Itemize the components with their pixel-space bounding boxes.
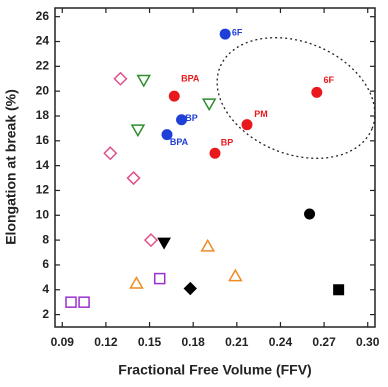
- point-label: BP: [221, 138, 234, 148]
- x-axis-title: Fractional Free Volume (FFV): [118, 362, 311, 378]
- x-tick-label: 0.09: [51, 335, 75, 349]
- point: [201, 98, 217, 112]
- point: [161, 129, 173, 141]
- point: [65, 296, 77, 308]
- y-tick-label: 6: [42, 257, 49, 271]
- point: [78, 296, 90, 308]
- point: [157, 237, 171, 250]
- point: [153, 272, 166, 285]
- point: [126, 170, 141, 186]
- x-tick-label: 0.21: [225, 335, 249, 349]
- y-tick-label: 16: [36, 133, 50, 147]
- point: [129, 276, 144, 289]
- highlight-ellipse: [216, 37, 376, 159]
- point-label: PM: [254, 109, 268, 119]
- point: [103, 146, 118, 161]
- point: [304, 208, 316, 220]
- point: [228, 268, 243, 282]
- point-label: 6F: [324, 75, 335, 85]
- x-tick-label: 0.24: [269, 335, 293, 349]
- y-tick-label: 22: [36, 59, 50, 73]
- y-tick-label: 26: [36, 9, 50, 23]
- x-tick-label: 0.12: [94, 335, 118, 349]
- point: [209, 147, 221, 159]
- x-tick-label: 0.30: [356, 335, 380, 349]
- point: [143, 233, 159, 248]
- point: [200, 238, 216, 252]
- point: [333, 284, 345, 296]
- point: [176, 114, 188, 126]
- point-label: BP: [185, 113, 198, 123]
- x-tick-label: 0.18: [182, 335, 206, 349]
- point-label: 6F: [232, 27, 243, 37]
- point: [130, 124, 146, 138]
- y-tick-label: 20: [36, 83, 50, 97]
- point: [113, 71, 128, 86]
- y-tick-label: 8: [42, 232, 49, 246]
- point: [241, 119, 253, 131]
- x-tick-label: 0.27: [312, 335, 336, 349]
- y-axis-title: Elongation at break (%): [3, 89, 19, 245]
- y-tick-label: 4: [42, 282, 49, 296]
- point: [311, 86, 323, 98]
- point: [168, 90, 180, 102]
- point: [136, 74, 152, 88]
- y-tick-label: 14: [36, 158, 50, 172]
- y-tick-label: 18: [36, 108, 50, 122]
- y-tick-label: 10: [36, 207, 50, 221]
- point-label: BPA: [181, 74, 200, 84]
- point-label: BPA: [170, 137, 189, 147]
- y-tick-label: 2: [42, 307, 49, 321]
- point: [219, 28, 231, 40]
- x-tick-label: 0.15: [138, 335, 162, 349]
- y-tick-label: 24: [36, 34, 50, 48]
- y-tick-label: 12: [36, 183, 50, 197]
- point: [183, 281, 197, 296]
- plot-frame: [54, 7, 376, 328]
